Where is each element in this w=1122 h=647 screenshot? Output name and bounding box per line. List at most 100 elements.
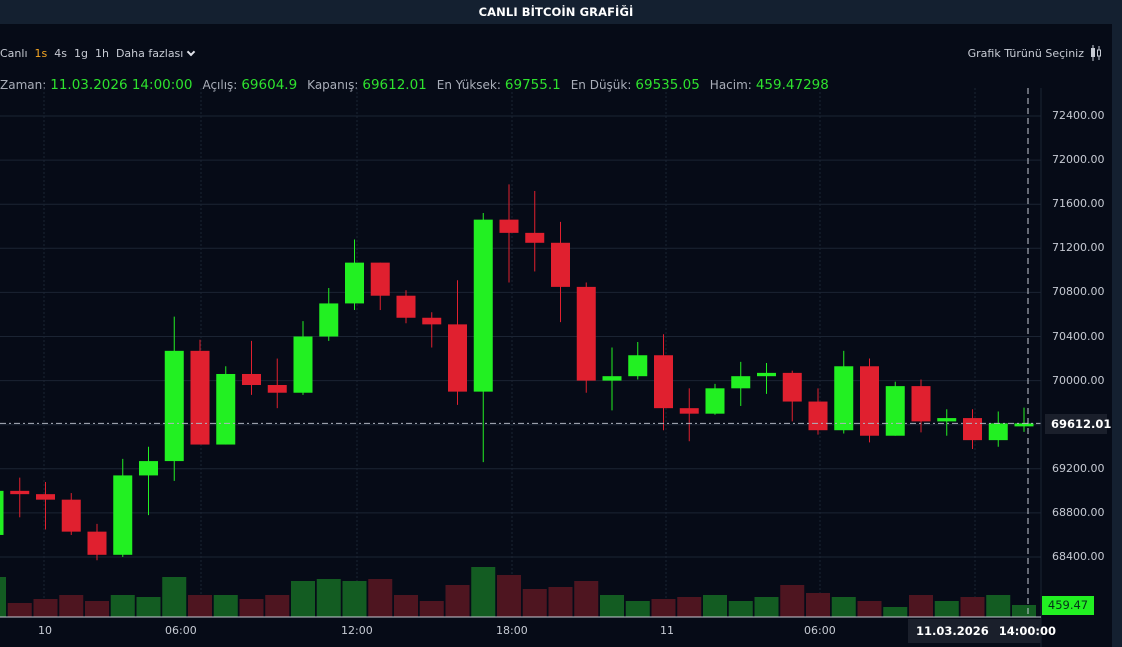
volume-bar — [368, 579, 393, 617]
price-tick-label: 72400.00 — [1052, 109, 1105, 122]
current-volume-badge: 459.47 — [1042, 596, 1094, 615]
candle-down — [860, 366, 879, 436]
candle-down — [422, 317, 442, 325]
candle-up — [937, 418, 957, 422]
time-tick-label: 10 — [38, 624, 52, 637]
candle-down — [448, 324, 467, 392]
volume-bar — [883, 607, 908, 617]
price-tick-label: 71600.00 — [1052, 197, 1105, 211]
current-price-badge: 69612.01 — [1045, 414, 1111, 434]
candle-up — [885, 386, 905, 436]
price-tick-label: 68800.00 — [1052, 505, 1105, 519]
interval-1s-button[interactable]: 1s — [34, 46, 48, 60]
low-value: 69535.05 — [635, 77, 700, 93]
volume-bar — [162, 577, 187, 617]
volume-bar — [394, 595, 418, 617]
interval-4s-button[interactable]: 4s — [54, 46, 67, 60]
candle-down — [242, 373, 261, 386]
close-value: 69612.01 — [362, 77, 427, 93]
live-button[interactable]: Canlı — [0, 46, 28, 60]
interval-1g-button[interactable]: 1g — [73, 46, 88, 60]
volume-bar — [419, 601, 444, 617]
page-title: CANLI BİTCOİN GRAFİĞİ — [478, 5, 634, 19]
candle-down — [525, 232, 545, 243]
volume-bar — [445, 585, 470, 617]
candle-up — [1014, 423, 1034, 427]
candle-up — [705, 388, 725, 414]
volume-bar — [316, 579, 341, 617]
volume-bar — [136, 597, 161, 617]
candle-down — [499, 219, 519, 233]
candle-up — [139, 461, 158, 476]
interval-1h-button[interactable]: 1h — [94, 46, 109, 60]
volume-bar — [831, 597, 856, 617]
candle-down — [576, 286, 596, 381]
candle-down — [61, 499, 81, 532]
candle-up — [628, 355, 648, 377]
price-tick-label: 70400.00 — [1052, 329, 1105, 343]
volume-bar — [59, 595, 84, 617]
high-label: En Yüksek: — [436, 78, 501, 92]
volume-bar — [110, 595, 135, 617]
chart-type-selector[interactable]: Grafik Türünü Seçiniz — [968, 45, 1102, 61]
chart-type-label: Grafik Türünü Seçiniz — [967, 46, 1084, 60]
candle-down — [10, 490, 30, 495]
time-label: Zaman: — [0, 78, 47, 92]
volume-bar — [548, 587, 573, 617]
candle-up — [293, 336, 313, 393]
volume-bar — [213, 595, 238, 617]
volume-bar — [728, 601, 753, 617]
candle-down — [808, 401, 828, 431]
volume-bar — [625, 601, 650, 617]
interval-toolbar: Canlı 1s 4s 1g 1h Daha fazlası — [0, 44, 201, 62]
volume-bar — [780, 585, 805, 617]
more-label: Daha fazlası — [115, 46, 184, 60]
candle-down — [654, 355, 673, 409]
volume-bar — [7, 603, 32, 617]
close-label: Kapanış: — [307, 78, 359, 92]
low-label: En Düşük: — [570, 78, 632, 92]
volume-bar — [806, 593, 830, 617]
candle-up — [473, 219, 493, 392]
volume-bar — [265, 595, 290, 617]
candle-down — [551, 242, 570, 287]
candle-down — [396, 295, 416, 318]
candlestick-icon — [1091, 45, 1101, 61]
scrollbar[interactable] — [1112, 0, 1122, 647]
volume-bar — [600, 595, 624, 617]
time-tick-label: 18:00 — [496, 624, 528, 637]
candle-up — [164, 350, 184, 462]
volume-bar — [188, 595, 212, 617]
ohlc-legend: Zaman: 11.03.2026 14:00:00 Açılış: 69604… — [0, 77, 835, 93]
volume-bar — [651, 599, 676, 617]
candle-down — [963, 418, 982, 441]
price-tick-label: 68400.00 — [1052, 550, 1105, 563]
volume-bar — [291, 581, 315, 617]
candle-up — [216, 373, 236, 445]
crosshair-time-badge: 11.03.2026 14:00:00 — [908, 619, 1056, 643]
volume-bar — [239, 599, 264, 617]
candle-down — [911, 386, 931, 422]
time-tick-label: 06:00 — [165, 624, 197, 637]
candlestick-chart[interactable] — [0, 88, 1112, 647]
candle-down — [782, 372, 802, 402]
volume-label: Hacim: — [709, 78, 752, 92]
candle-up — [834, 366, 854, 431]
volume-bar — [85, 601, 109, 617]
candle-up — [731, 376, 751, 389]
volume-value: 459.47298 — [755, 77, 829, 93]
volume-bar — [754, 597, 779, 617]
header-bar: CANLI BİTCOİN GRAFİĞİ — [0, 0, 1112, 24]
candle-down — [267, 385, 287, 393]
volume-bar — [342, 581, 367, 617]
more-intervals-dropdown[interactable]: Daha fazlası — [115, 46, 196, 60]
candle-down — [87, 531, 107, 555]
candle-up — [757, 372, 776, 377]
volume-bar — [471, 567, 496, 617]
time-tick-label: 06:00 — [804, 624, 836, 637]
volume-bar — [677, 597, 702, 617]
chevron-down-icon — [187, 47, 196, 56]
volume-bar — [33, 599, 58, 617]
candle-up — [0, 490, 4, 535]
volume-bar — [909, 595, 933, 617]
